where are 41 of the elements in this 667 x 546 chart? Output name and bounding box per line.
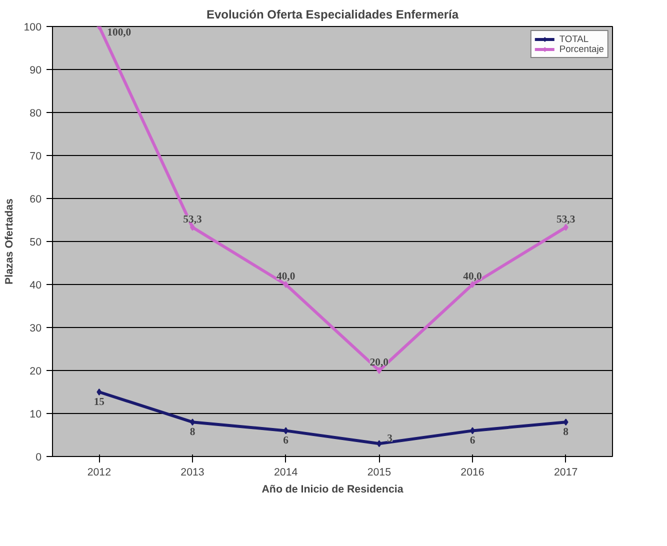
point xyxy=(96,388,102,396)
data-label: 40,0 xyxy=(276,272,296,282)
x-tick-label: 2014 xyxy=(274,466,298,478)
data-label: 53,3 xyxy=(183,214,202,226)
point xyxy=(563,224,568,231)
data-label: 53,3 xyxy=(556,214,576,226)
x-tick-label: 2012 xyxy=(87,466,112,478)
y-tick-label: 90 xyxy=(30,64,42,76)
point xyxy=(376,367,382,374)
x-tick-label: 2017 xyxy=(554,466,578,478)
y-tick-label: 60 xyxy=(30,194,42,206)
point xyxy=(283,281,288,288)
y-tick-label: 30 xyxy=(30,322,42,334)
data-label: 20,0 xyxy=(370,358,388,368)
data-label: 40,0 xyxy=(463,272,482,282)
y-tick-label: 70 xyxy=(30,150,42,162)
data-label: 15 xyxy=(94,397,104,408)
x-tick-label: 2015 xyxy=(367,466,392,478)
y-tick-label: 50 xyxy=(30,236,42,248)
y-tick-label: 10 xyxy=(30,408,42,420)
y-tick-label: 80 xyxy=(30,108,42,120)
data-label: 8 xyxy=(563,427,568,438)
legend-label: TOTAL xyxy=(559,34,589,44)
data-label: 8 xyxy=(190,427,196,438)
data-label: 6 xyxy=(283,436,290,447)
y-axis-title: Plazas Ofertadas xyxy=(4,198,16,284)
point xyxy=(283,427,288,434)
point xyxy=(563,418,568,426)
point xyxy=(376,440,382,448)
x-axis-title: Año de Inicio de Residencia xyxy=(262,484,404,496)
legend-label: Porcentaje xyxy=(559,44,604,54)
y-tick-label: 40 xyxy=(30,280,42,292)
y-tick-label: 100 xyxy=(24,22,42,34)
chart-title: Evolución Oferta Especialidades Enfermería xyxy=(206,8,459,22)
y-tick-label: 0 xyxy=(36,452,42,464)
y-tick-label: 20 xyxy=(30,366,42,378)
data-label: 100,0 xyxy=(107,28,132,38)
x-tick-label: 2013 xyxy=(180,466,204,478)
data-label: 6 xyxy=(470,436,476,447)
point xyxy=(470,281,475,288)
x-tick-label: 2016 xyxy=(460,466,484,478)
